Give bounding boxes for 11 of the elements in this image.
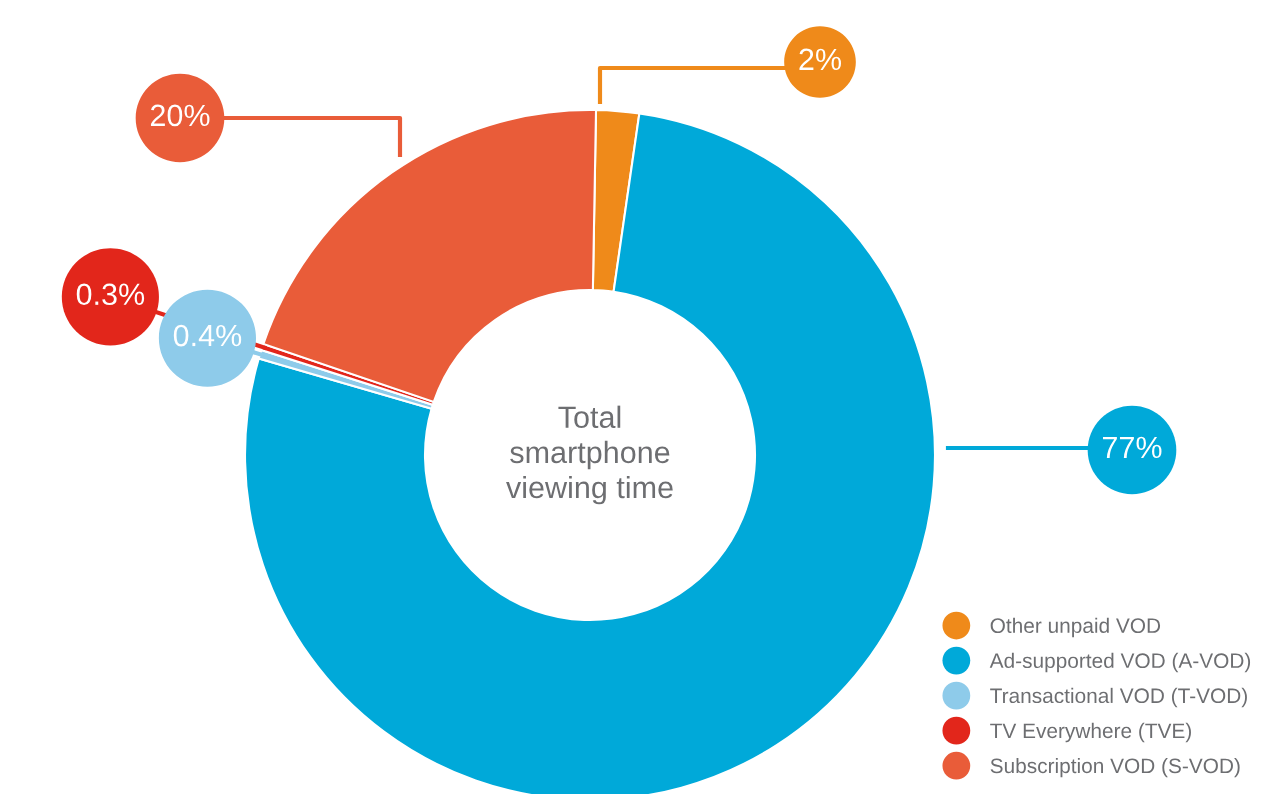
legend-label: TV Everywhere (TVE)	[990, 722, 1191, 743]
data-label: 2%	[799, 48, 841, 71]
data-label: 20%	[150, 104, 210, 127]
legend-label: Subscription VOD (S-VOD)	[990, 757, 1240, 778]
data-label: 77%	[1102, 436, 1162, 459]
data-label: 0.4%	[173, 324, 242, 347]
legend-label: Ad-supported VOD (A-VOD)	[989, 652, 1251, 673]
text: Total smartphone viewing time	[506, 405, 673, 505]
legend-label: Transactional VOD (T-VOD)	[990, 687, 1247, 708]
legend-label: Other unpaid VOD	[990, 617, 1161, 638]
data-label: 0.3%	[76, 283, 145, 306]
